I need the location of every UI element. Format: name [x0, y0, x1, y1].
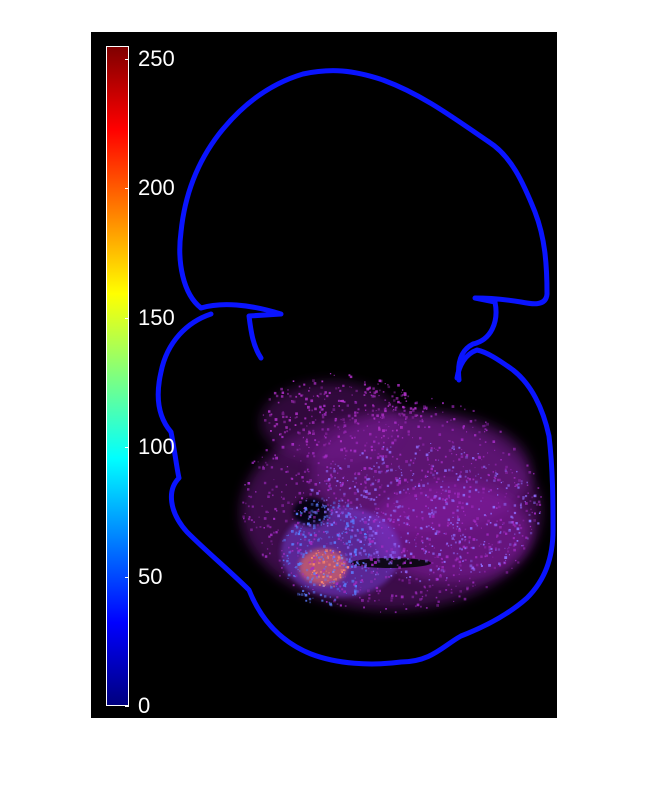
colorbar-tick-mark [125, 447, 129, 449]
colorbar-tick-label: 0 [138, 693, 151, 718]
colorbar-tick-label: 250 [138, 45, 175, 71]
colorbar-tick-label: 200 [138, 175, 175, 201]
lower-lobe-outline [155, 311, 556, 667]
colorbar-ticks: 0 50 100 150 200 250 [91, 32, 211, 718]
colorbar-tick-mark [125, 317, 129, 319]
colorbar-tick-mark [125, 576, 129, 578]
colorbar [106, 46, 129, 706]
colorbar-tick-mark [125, 188, 129, 190]
heatmap-figure: 0 50 100 150 200 250 [91, 32, 557, 718]
upper-lobe-tab [198, 302, 284, 361]
signal-region [241, 373, 542, 614]
colorbar-tick-label: 100 [138, 434, 175, 460]
upper-lobe-outline [177, 68, 550, 383]
tissue-section-image [155, 68, 556, 667]
colorbar-tick-label: 50 [138, 563, 163, 589]
colorbar-tick-mark [125, 58, 129, 60]
colorbar-tick-mark [125, 706, 129, 707]
colorbar-tick-label: 150 [138, 304, 175, 330]
